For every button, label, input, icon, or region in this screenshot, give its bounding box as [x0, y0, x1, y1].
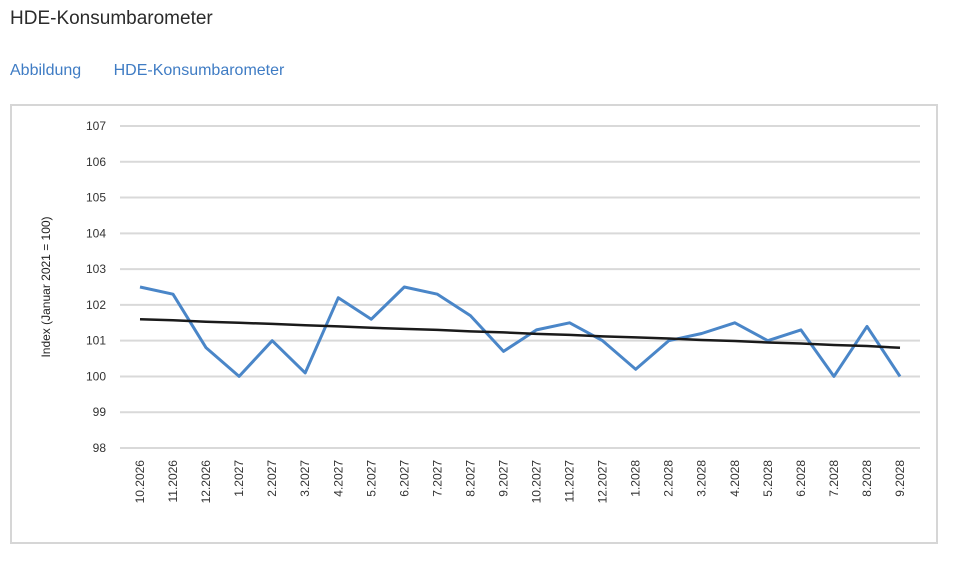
x-tick-label: 7.2028 — [827, 460, 841, 497]
x-tick-label: 4.2028 — [728, 460, 742, 497]
x-tick-label: 8.2027 — [463, 460, 477, 497]
x-tick-label: 1.2028 — [629, 460, 643, 497]
x-tick-label: 6.2028 — [794, 460, 808, 497]
line-chart: 98 99 100 101 102 103 104 105 106 107 10.2026 11.2… — [39, 119, 920, 504]
y-axis-ticks: 98 99 100 101 102 103 104 105 106 107 — [86, 119, 106, 455]
y-tick-label: 104 — [86, 226, 106, 240]
x-tick-label: 12.2026 — [199, 460, 213, 504]
caption-label[interactable]: Abbildung — [10, 62, 82, 79]
series-line-index — [139, 285, 902, 378]
x-tick-label: 4.2027 — [331, 460, 345, 497]
x-tick-label: 9.2028 — [893, 460, 907, 497]
series-line-trend — [139, 317, 901, 350]
page-title: HDE-Konsumbarometer — [10, 8, 213, 29]
x-axis-ticks: 10.2026 11.2026 12.2026 1.2027 2.2027 3.2027 4… — [133, 460, 907, 504]
x-tick-label: 12.2027 — [596, 460, 610, 504]
x-tick-label: 7.2027 — [430, 460, 444, 497]
chart-container: 98 99 100 101 102 103 104 105 106 107 10.2026 11.2… — [10, 104, 938, 544]
y-tick-label: 103 — [86, 262, 106, 276]
figure-caption: Abbildung HDE-Konsumbarometer — [10, 62, 284, 80]
x-tick-label: 2.2027 — [265, 460, 279, 497]
y-tick-label: 107 — [86, 119, 106, 133]
y-tick-label: 105 — [86, 191, 106, 205]
y-tick-label: 101 — [86, 334, 106, 348]
x-tick-label: 11.2027 — [563, 460, 577, 503]
x-tick-label: 9.2027 — [496, 460, 510, 497]
grid-layer — [120, 125, 920, 449]
y-tick-label: 99 — [93, 405, 107, 419]
y-tick-label: 98 — [93, 441, 107, 455]
x-tick-label: 1.2027 — [232, 460, 246, 497]
x-tick-label: 3.2027 — [298, 460, 312, 497]
x-tick-label: 11.2026 — [166, 460, 180, 503]
x-tick-label: 10.2027 — [530, 460, 544, 504]
x-tick-label: 5.2028 — [761, 460, 775, 497]
y-axis-label: Index (Januar 2021 = 100) — [39, 216, 53, 357]
x-tick-label: 6.2027 — [397, 460, 411, 497]
y-tick-label: 106 — [86, 155, 106, 169]
x-tick-label: 8.2028 — [860, 460, 874, 497]
x-tick-label: 10.2026 — [133, 460, 147, 504]
x-tick-label: 3.2028 — [695, 460, 709, 497]
caption-link[interactable]: HDE-Konsumbarometer — [113, 62, 285, 79]
y-tick-label: 100 — [86, 369, 106, 383]
x-tick-label: 5.2027 — [364, 460, 378, 497]
x-tick-label: 2.2028 — [662, 460, 676, 497]
series-layer — [139, 285, 902, 378]
y-tick-label: 102 — [86, 298, 106, 312]
